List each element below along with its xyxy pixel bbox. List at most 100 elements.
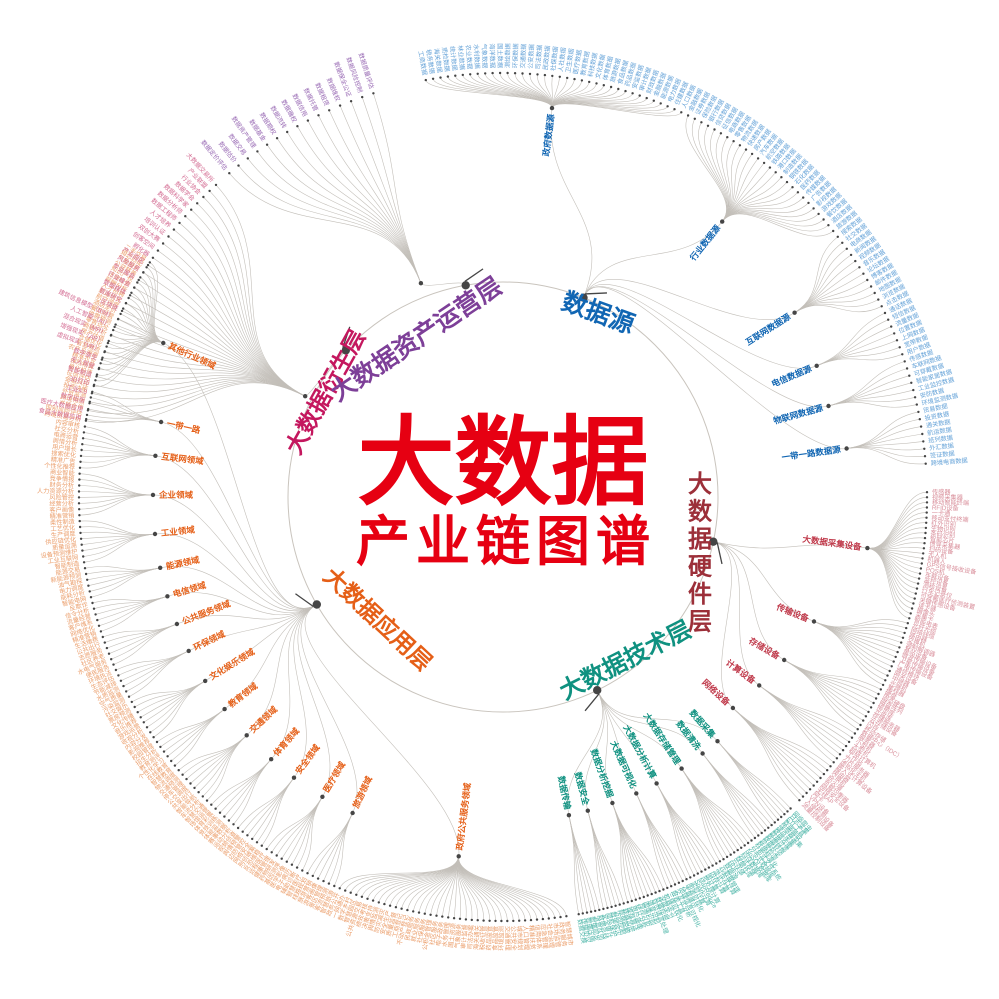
leaf-dot — [78, 508, 81, 511]
branch-link — [816, 340, 898, 367]
leaf-dot — [807, 201, 810, 205]
leaf-dot — [205, 799, 209, 802]
leaf-dot — [585, 911, 589, 914]
leaf-dot — [484, 72, 487, 75]
leaf-dot — [711, 864, 714, 867]
leaf-dot — [500, 919, 503, 923]
leaf-dot — [685, 878, 688, 881]
subcategory-dot — [610, 800, 615, 806]
leaf-dot — [361, 95, 364, 99]
branch-anchor-dot-asset-operation-layer — [461, 281, 470, 290]
subcategory-dot — [158, 419, 164, 425]
leaf-dot — [925, 511, 928, 514]
leaf-dot — [925, 516, 928, 519]
leaf-label: 政务服务 — [557, 921, 568, 947]
leaf-dot — [856, 728, 859, 731]
category-label-hardware-layer: 数 — [688, 499, 713, 526]
leaf-dot — [114, 668, 118, 672]
subcategory-dot — [811, 619, 817, 624]
leaf-label: 扫码设备 — [928, 545, 954, 556]
leaf-dot — [713, 128, 716, 131]
branch-link — [713, 541, 815, 622]
branch-link — [149, 262, 164, 344]
leaf-dot — [877, 692, 880, 696]
leaf-label: 外汇数据 — [929, 442, 954, 453]
leaf-dot — [750, 839, 753, 842]
branch-link — [514, 73, 553, 109]
leaf-dot — [666, 886, 669, 890]
leaf-label: 气象服务 — [453, 923, 463, 948]
leaf-dot — [696, 872, 699, 875]
branch-link — [96, 376, 306, 397]
branch-link — [828, 361, 905, 407]
leaf-label: 机器人 — [927, 555, 947, 566]
branch-link — [681, 768, 731, 855]
subcategory-dot — [161, 340, 166, 346]
branch-link — [205, 604, 317, 682]
leaf-dot — [139, 276, 142, 279]
branch-link — [257, 151, 422, 284]
leaf-dot — [81, 443, 84, 446]
branch-anchor-dot-derivative-layer — [341, 346, 350, 355]
leaf-dot — [94, 613, 97, 616]
branch-link — [636, 793, 672, 887]
leaf-dot — [536, 73, 539, 76]
leaf-dot — [559, 915, 562, 919]
branch-link — [238, 165, 422, 284]
leaf-dot — [85, 413, 89, 417]
leaf-dot — [446, 75, 450, 78]
branch-link — [612, 802, 641, 899]
subcategory-dot — [320, 794, 325, 799]
branch-link — [79, 454, 156, 469]
leaf-label: 移动支付终端 — [931, 514, 968, 524]
leaf-dot — [327, 882, 331, 885]
leaf-dot — [912, 388, 915, 392]
subcategory-dot — [566, 813, 572, 818]
subcategory-dot — [291, 775, 297, 780]
branch-link — [816, 347, 900, 367]
leaf-dot — [553, 916, 556, 919]
branch-link — [596, 690, 657, 784]
branch-link — [307, 812, 353, 874]
leaf-dot — [581, 912, 584, 915]
branch-link — [702, 753, 759, 836]
branch-link — [656, 783, 699, 874]
leaf-dot — [79, 537, 83, 540]
branch-link — [732, 707, 818, 783]
leaf-dot — [736, 848, 739, 852]
leaf-dot — [286, 130, 289, 134]
leaf-dot — [316, 877, 320, 880]
leaf-dot — [101, 635, 105, 639]
branch-link — [215, 184, 306, 397]
leaf-dot — [835, 757, 839, 760]
leaf-dot — [185, 777, 188, 781]
branch-link — [163, 342, 317, 609]
branch-link — [407, 856, 459, 911]
leaf-dot — [715, 862, 718, 865]
branch-link — [713, 541, 785, 661]
subcategory-dot — [585, 808, 590, 813]
leaf-dot — [680, 111, 683, 114]
subcategory-dot — [165, 594, 170, 599]
category-label-technology-layer: 大数据技术层 — [555, 616, 696, 705]
leaf-dot — [763, 829, 767, 832]
subcategory-label: 教育领域 — [225, 680, 259, 709]
subcategory-label: 工业领域 — [160, 525, 195, 539]
leaf-dot — [630, 899, 633, 903]
leaf-dot — [117, 674, 120, 677]
leaf-dot — [78, 519, 81, 523]
leaf-dot — [86, 409, 90, 412]
leaf-dot — [606, 906, 609, 910]
branch-link — [143, 272, 306, 397]
branch-link — [79, 479, 154, 496]
subcategory-dot — [844, 446, 849, 451]
leaf-dot — [923, 447, 926, 450]
leaf-label: 柔性制造 — [50, 517, 75, 526]
leaf-dot — [919, 425, 923, 428]
leaf-dot — [246, 157, 249, 160]
leaf-label: 智能制造 — [54, 559, 80, 571]
subcategory-dot — [700, 751, 705, 756]
leaf-dot — [88, 590, 91, 593]
branch-link — [79, 473, 154, 496]
subcategory-dot — [782, 657, 787, 663]
